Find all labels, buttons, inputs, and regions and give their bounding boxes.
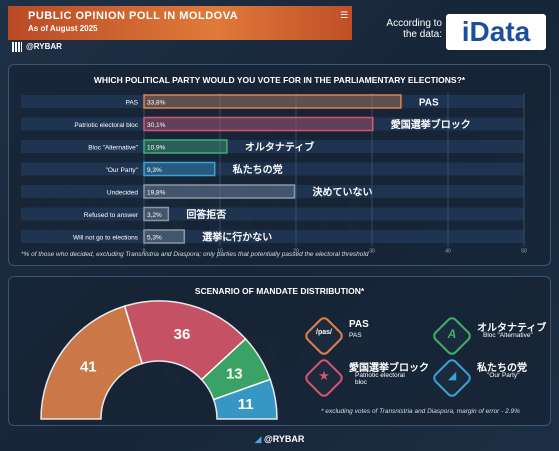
bar-category-label: Patriotic electoral bloc [74,122,138,129]
pas-badge-text: /pas/ [316,329,332,336]
bar-row-band [21,162,524,176]
mandate-panel: SCENARIO OF MANDATE DISTRIBUTION* 41 36 13… [8,276,551,426]
legend-name-alternative: オルタナティブ [477,323,547,334]
bar-chart: 0 10 20 30 40 50 PAS 33,8% PAS Patriotic electora… [21,93,527,255]
page-title: PUBLIC OPINION POLL IN MOLDOVA [28,10,239,22]
mandate-slice [212,378,278,420]
legend-en-our-party: "Our Party" [487,372,520,379]
star-icon: ★ [318,368,330,383]
header-handle: @RYBAR [26,42,62,51]
source-logo: iData [446,14,546,50]
bar-value-label: 33,8% [147,100,166,107]
bar-outline [143,94,402,109]
bar-outline [143,229,186,244]
bar-x-tick-label: 0 [143,249,146,255]
mandate-slice [40,305,144,420]
bar-row-band [21,230,524,243]
bar-fill [144,95,401,108]
bar-outline [143,161,216,177]
bar-value-label: 10,9% [147,145,166,152]
mandate-chart: 41 36 13 11 [40,300,278,420]
bar-fill [144,230,185,243]
bar-outline [143,206,170,222]
bar-category-label: PAS [125,100,138,107]
legend-name-pas: PAS [349,319,369,330]
bar-chart-panel: WHICH POLITICAL PARTY WOULD YOU VOTE FOR… [8,64,551,266]
bar-fill [144,117,373,131]
bar-x-tick-label: 50 [521,249,527,255]
legend-en-alternative: Bloc "Alternative" [483,332,533,339]
bar-category-label: Undecided [107,190,138,197]
footer-handle: @RYBAR [263,434,305,444]
bar-outline [143,184,296,199]
bar-row-band [21,207,524,221]
bar-value-label: 9,3% [147,167,162,174]
bar-chart-title: WHICH POLITICAL PARTY WOULD YOU VOTE FOR… [93,75,466,85]
bar-japanese-label: 回答拒否 [186,208,226,221]
mandate-slice-label: 13 [226,365,243,382]
bar-value-label: 30,1% [147,122,166,129]
bar-japanese-label: PAS [419,98,439,109]
legend-name-our-party: 私たちの党 [477,363,527,374]
bar-outline [143,116,374,132]
bar-japanese-label: 決めていない [312,186,372,199]
header: PUBLIC OPINION POLL IN MOLDOVA As of Aug… [0,0,380,54]
bar-row-band [21,185,524,198]
alternative-badge-text: A [447,327,457,341]
bar-category-label: "Our Party" [106,167,139,174]
bar-category-label: Refused to answer [84,212,139,219]
bar-x-tick-label: 10 [217,249,223,255]
bar-chart-note: *% of those who decided, excluding Trans… [21,251,369,258]
bar-category-label: Bloc "Alternative" [88,145,138,152]
bar-x-tick-label: 30 [369,249,375,255]
bar-value-label: 19,8% [147,190,166,197]
bar-fill [144,162,215,176]
mandate-slice-label: 36 [174,326,191,343]
bar-value-label: 3,2% [147,212,162,219]
bar-fill [144,185,295,198]
legend-en-patriotic: Patriotic electoral bloc [355,372,405,386]
bar-japanese-label: 選挙に行かない [202,231,272,244]
header-banner [8,6,352,40]
mandate-title: SCENARIO OF MANDATE DISTRIBUTION* [194,286,365,296]
mandate-slice-label: 41 [80,359,97,376]
telegram-icon: ◢ [254,434,262,444]
bar-row-band [21,117,524,131]
bar-value-label: 5,3% [147,235,162,242]
bar-fill [144,140,227,153]
qr-icon [12,42,22,52]
bar-row-band [21,140,524,153]
bar-x-tick-label: 20 [293,249,299,255]
bar-fill [144,207,169,221]
mandate-note: * excluding votes of Transnistria and Di… [321,408,520,415]
our-party-badge-text: ◢ [447,370,457,382]
source-logo-text: iData [461,16,531,47]
bar-x-tick-label: 40 [445,249,451,255]
bar-japanese-label: オルタナティブ [245,141,314,154]
footer: ◢ @RYBAR [0,434,559,445]
bar-japanese-label: 私たちの党 [232,163,283,176]
bar-category-label: Will not go to elections [73,235,139,242]
bar-outline [143,139,228,154]
bar-row-band [21,95,524,108]
legend-en-pas: PAS [349,332,362,339]
page-subtitle: As of August 2025 [28,24,98,33]
menu-icon: ☰ [340,10,349,20]
source-caption: According to the data: [386,18,442,40]
bar-japanese-label: 愛国選挙ブロック [391,118,471,131]
mandate-slice-label: 11 [238,396,254,413]
legend-name-patriotic: 愛国選挙ブロック [349,363,429,374]
